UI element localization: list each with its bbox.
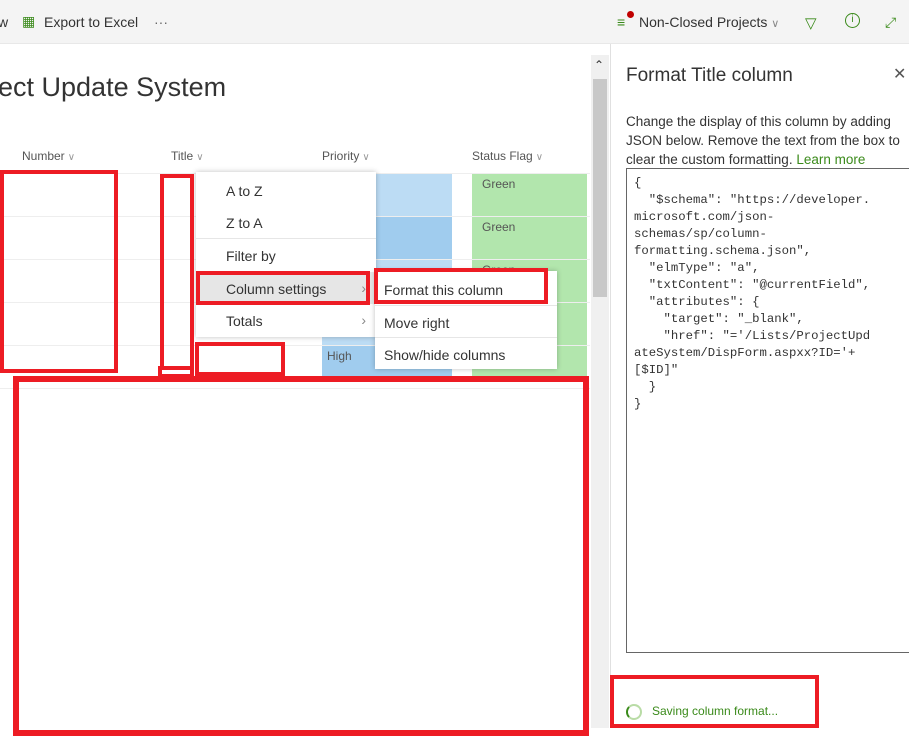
chevron-right-icon: › [361, 280, 366, 296]
menu-item-column-settings[interactable]: Column settings › [196, 272, 376, 304]
menu-item-label: Column settings [226, 281, 327, 297]
export-to-excel-button[interactable]: Export to Excel [44, 14, 139, 30]
learn-more-link[interactable]: Learn more [796, 152, 866, 167]
json-format-textarea[interactable]: { "$schema": "https://developer. microso… [626, 168, 909, 653]
excel-icon: ▦ [22, 13, 36, 29]
menu-divider [196, 238, 376, 239]
column-label: Title [171, 149, 194, 163]
highlight-box [195, 342, 285, 376]
chevron-right-icon: › [361, 312, 366, 328]
chevron-down-icon: ∨ [196, 152, 204, 163]
description-text: Change the display of this column by add… [626, 114, 900, 167]
menu-item-z-to-a[interactable]: Z to A [226, 215, 263, 231]
chevron-down-icon: ∨ [362, 152, 370, 163]
format-column-panel: Format Title column ✕ Change the display… [610, 44, 909, 728]
menu-item-move-right[interactable]: Move right [384, 315, 450, 331]
spinner-icon [626, 704, 642, 720]
view-filter-icon: ≡ [617, 11, 634, 30]
close-icon[interactable]: ✕ [893, 66, 907, 83]
menu-item-show-hide-columns[interactable]: Show/hide columns [384, 347, 506, 363]
panel-title: Format Title column [626, 65, 793, 86]
menu-divider [375, 305, 557, 306]
status-flag-cell[interactable]: Green [472, 217, 587, 259]
highlight-box [610, 675, 819, 728]
status-flag-cell[interactable]: Green [472, 174, 587, 216]
highlight-box [374, 268, 548, 304]
menu-item-filter-by[interactable]: Filter by [226, 248, 276, 264]
highlight-box [196, 271, 370, 305]
column-header-number[interactable]: Number ∨ [22, 149, 75, 163]
column-label: Number [22, 149, 65, 163]
info-icon[interactable]: i [845, 13, 860, 28]
more-button[interactable]: ··· [154, 14, 168, 30]
partial-command[interactable]: w [0, 14, 9, 30]
column-settings-submenu: Format this column Move right Show/hide … [375, 271, 557, 369]
menu-item-a-to-z[interactable]: A to Z [226, 183, 263, 199]
saving-status: Saving column format... [652, 704, 779, 718]
menu-item-label: Totals [226, 313, 263, 329]
row-divider [0, 388, 590, 389]
highlight-box [160, 174, 194, 370]
expand-icon[interactable]: ⤢ [885, 14, 897, 30]
panel-description: Change the display of this column by add… [626, 112, 909, 169]
column-context-menu: A to Z Z to A Filter by Column settings ›… [196, 172, 376, 337]
command-bar: w ▦ Export to Excel ··· ≡ Non-Closed Pro… [0, 0, 909, 44]
scroll-up-icon[interactable]: ⌃ [594, 58, 605, 72]
column-header-status-flag[interactable]: Status Flag ∨ [472, 149, 543, 163]
column-label: Priority [322, 149, 360, 163]
filter-icon[interactable]: ▽ [805, 15, 817, 32]
highlight-box [13, 376, 589, 736]
column-header-priority[interactable]: Priority ∨ [322, 149, 370, 163]
chevron-down-icon: ∨ [535, 152, 544, 163]
column-label: Status Flag [472, 149, 533, 163]
menu-divider [375, 337, 557, 338]
view-name: Non-Closed Projects [639, 14, 768, 30]
menu-item-format-this-column[interactable]: Format this column [384, 282, 504, 298]
row-divider [0, 345, 590, 346]
scrollbar-thumb[interactable] [593, 79, 607, 297]
menu-item-totals[interactable]: Totals › [196, 304, 376, 336]
view-selector[interactable]: Non-Closed Projects ∨ [639, 14, 780, 30]
page-title: ject Update System [0, 72, 227, 102]
highlight-box [0, 170, 118, 373]
column-header-title[interactable]: Title ∨ [171, 149, 204, 163]
chevron-down-icon: ∨ [67, 152, 76, 163]
scrollbar[interactable]: ⌃ [591, 55, 609, 728]
